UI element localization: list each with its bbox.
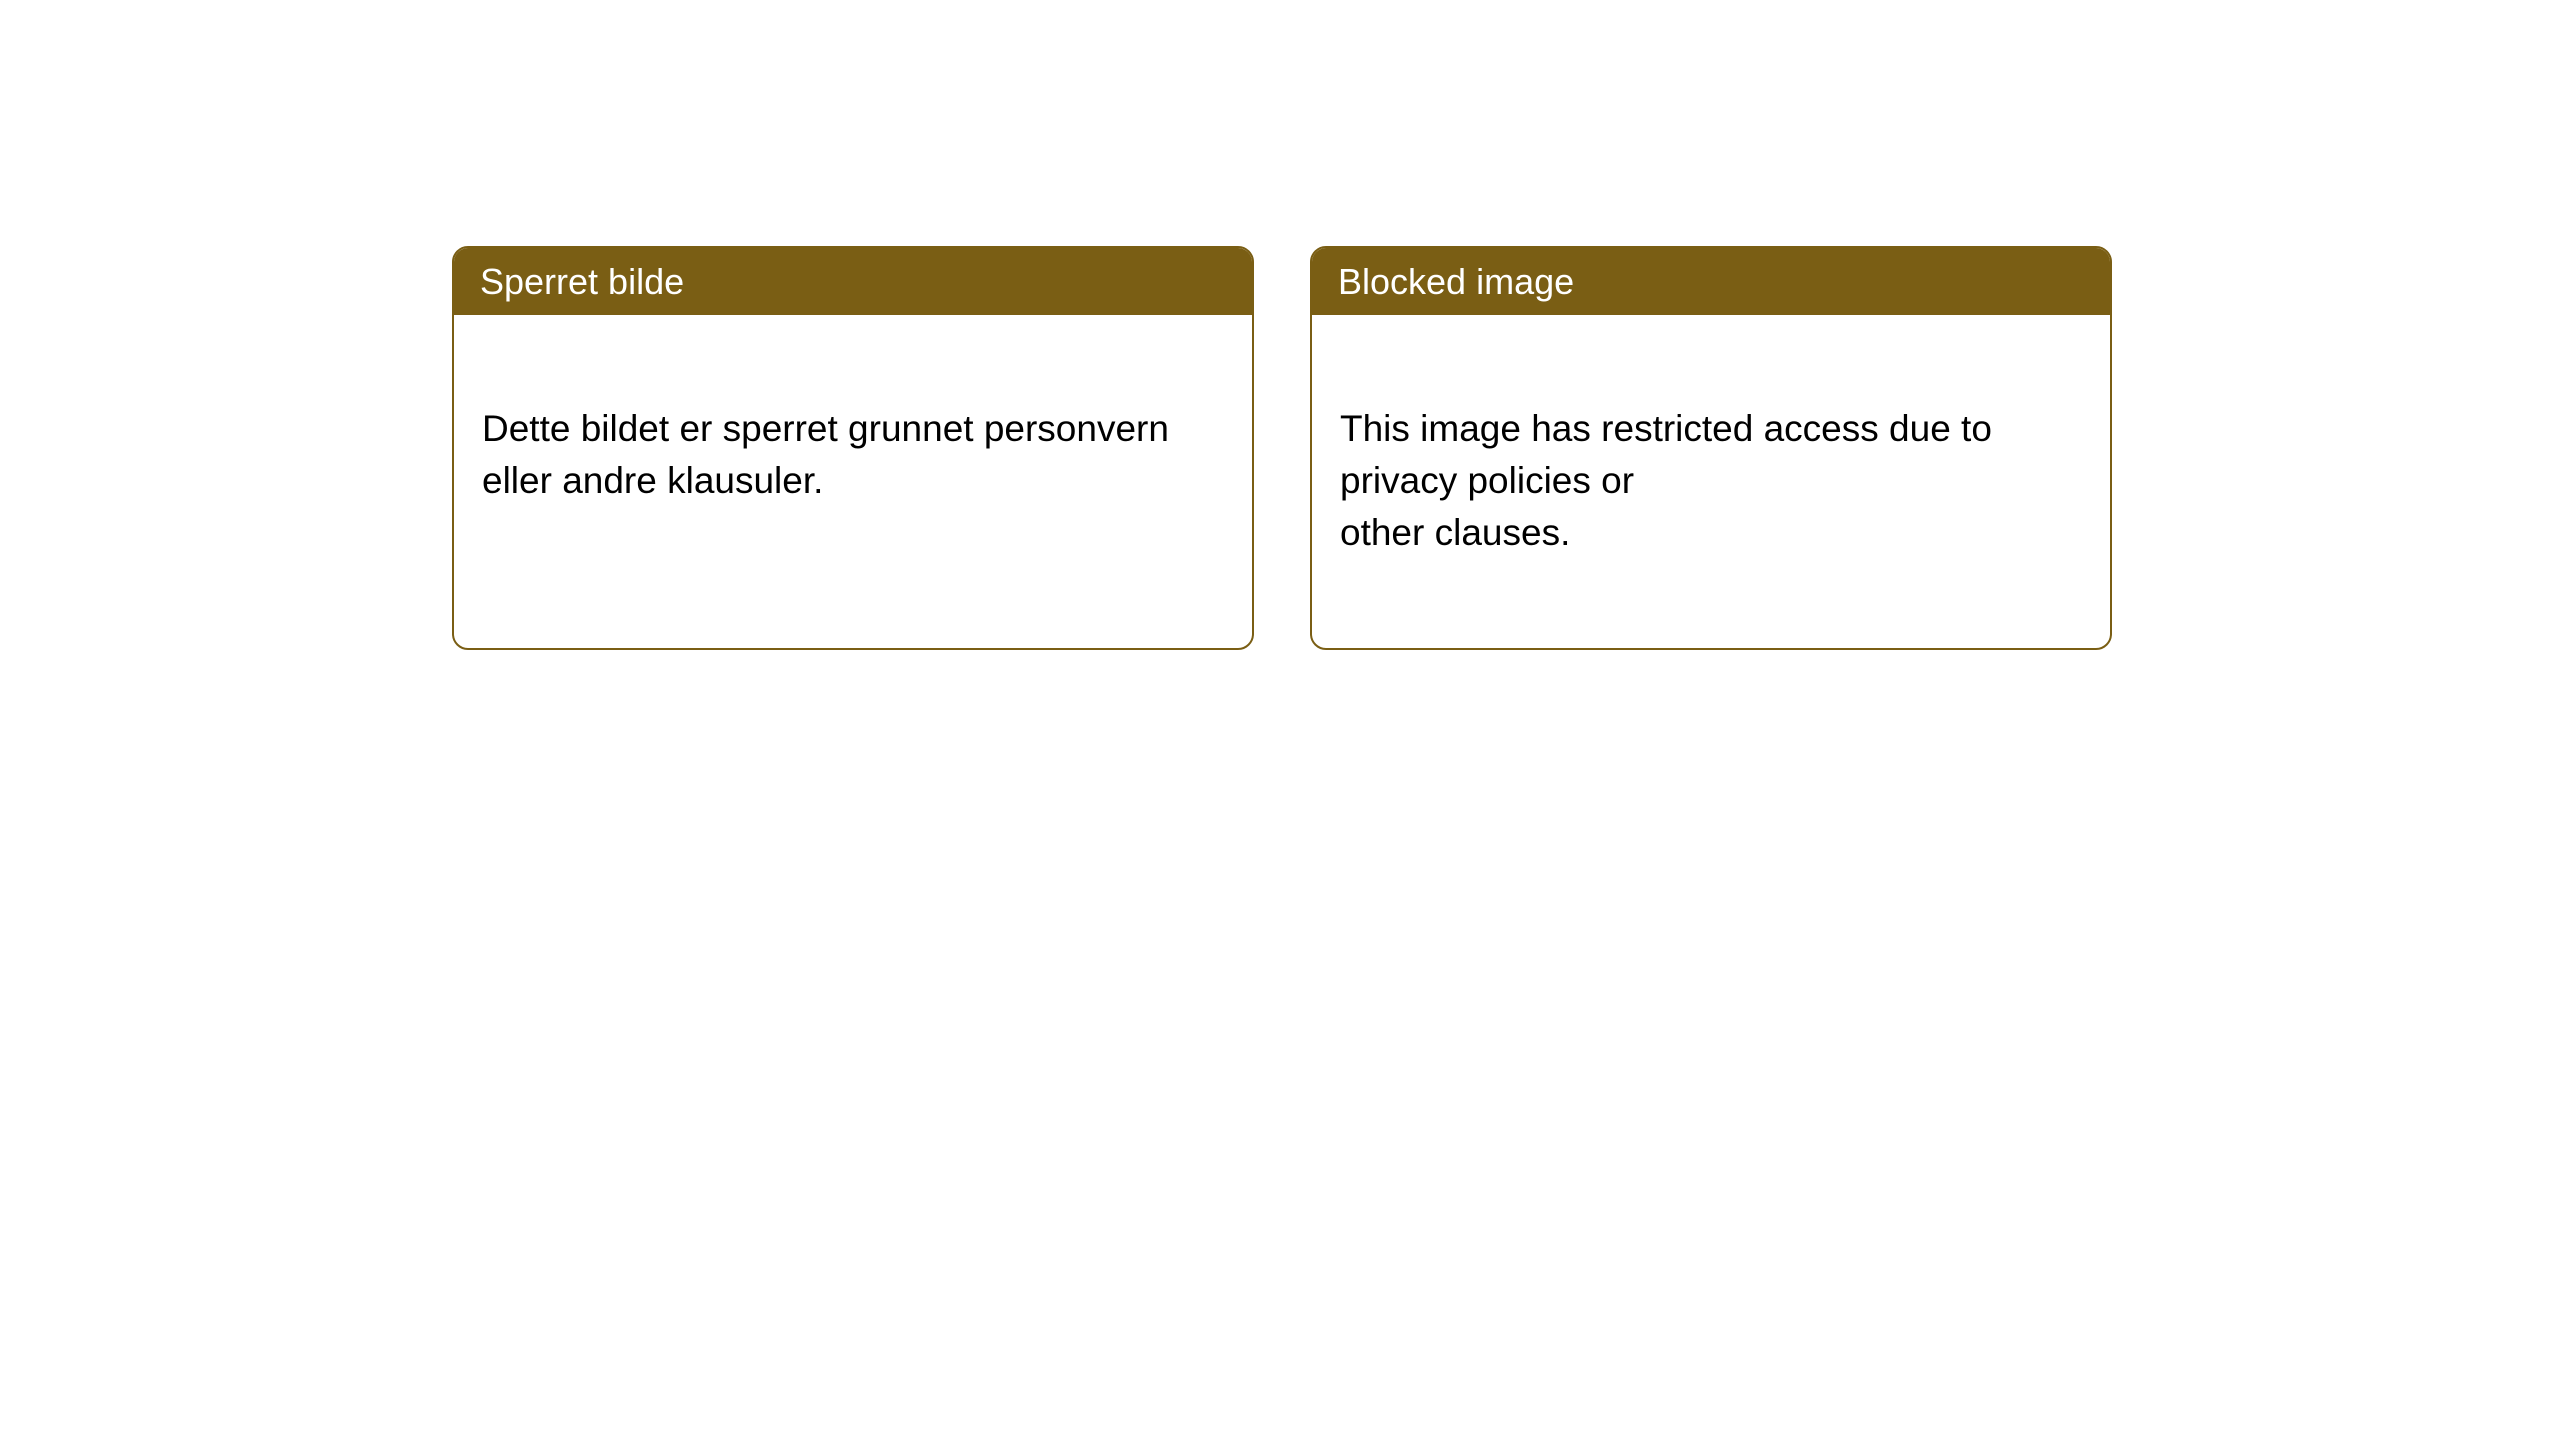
card-body-text: This image has restricted access due to … [1340, 408, 1992, 553]
notice-card-norwegian: Sperret bilde Dette bildet er sperret gr… [452, 246, 1254, 650]
notice-container: Sperret bilde Dette bildet er sperret gr… [0, 0, 2560, 650]
card-body: Dette bildet er sperret grunnet personve… [454, 315, 1252, 596]
card-header: Sperret bilde [454, 248, 1252, 315]
card-body: This image has restricted access due to … [1312, 315, 2110, 648]
card-body-text: Dette bildet er sperret grunnet personve… [482, 408, 1169, 501]
notice-card-english: Blocked image This image has restricted … [1310, 246, 2112, 650]
card-header: Blocked image [1312, 248, 2110, 315]
card-title: Blocked image [1338, 261, 1574, 302]
card-title: Sperret bilde [480, 261, 684, 302]
